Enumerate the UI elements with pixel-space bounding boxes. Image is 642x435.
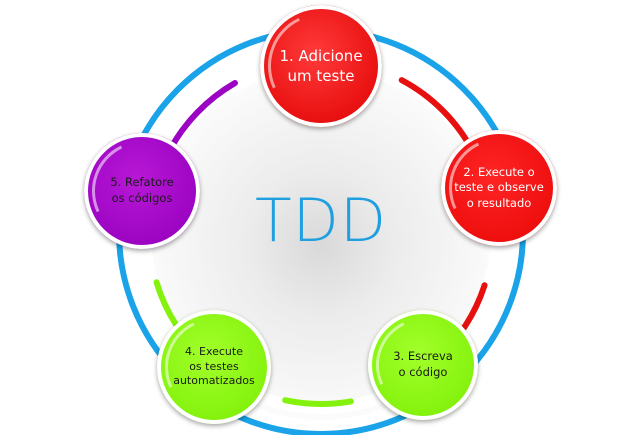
step-2-label: 2. Execute o teste e observe o resultado: [454, 164, 544, 210]
step-5-label: 5. Refatore os códigos: [110, 175, 174, 205]
step-4-label: 4. Execute os testes automatizados: [173, 344, 255, 388]
step-node-5: 5. Refatore os códigos: [77, 126, 207, 256]
step-3-label: 3. Escreva o código: [393, 349, 453, 379]
step-1-label: 1. Adicione um teste: [279, 46, 363, 85]
connector-arc-5-1: [166, 80, 238, 155]
diagram-title: TDD: [254, 186, 388, 256]
step-node-1: 1. Adicione um teste: [253, 0, 389, 134]
step-node-3: 3. Escreva o código: [362, 304, 484, 426]
step-node-4: 4. Execute os testes automatizados: [151, 304, 277, 430]
step-node-2: 2. Execute o teste e observe o resultado: [434, 123, 564, 253]
connector-arc-3-4: [282, 397, 354, 407]
